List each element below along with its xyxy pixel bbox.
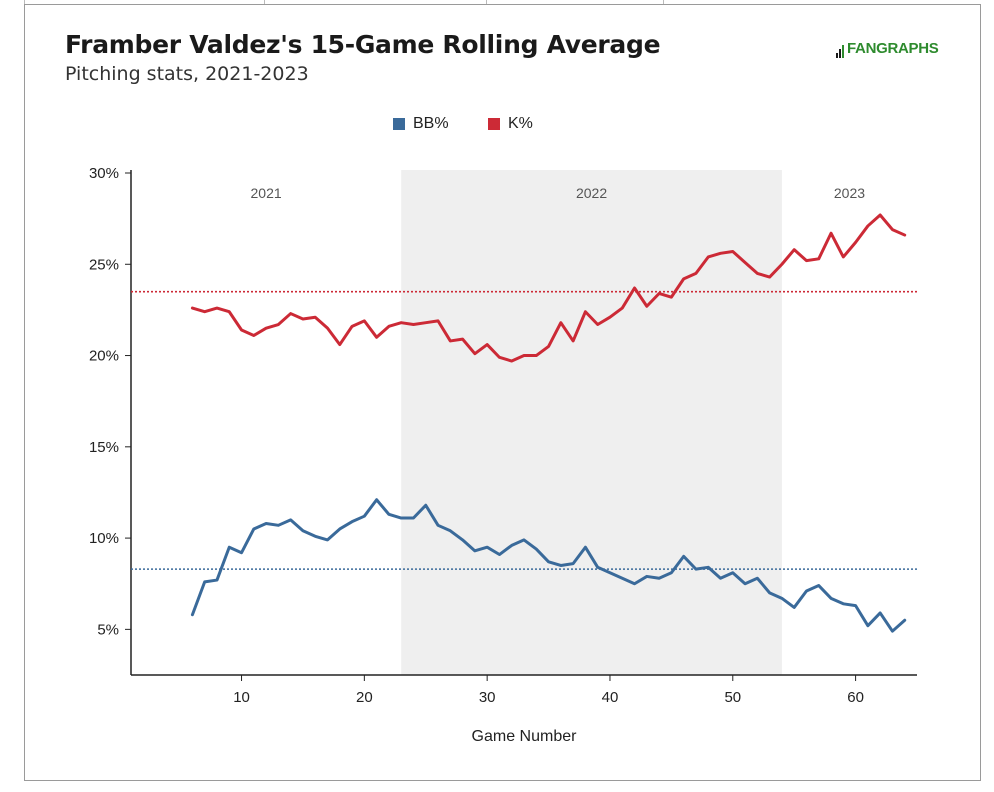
y-tick-label: 25% <box>89 256 119 273</box>
x-tick-label: 20 <box>356 689 373 706</box>
season-band-2022 <box>401 170 782 675</box>
legend-label-bb: BB% <box>413 115 449 132</box>
chart-subtitle: Pitching stats, 2021-2023 <box>65 63 309 85</box>
x-axis-label: Game Number <box>472 728 578 745</box>
fangraphs-logo: FANGRAPHS <box>836 40 939 58</box>
season-label-2023: 2023 <box>834 185 865 201</box>
x-tick-label: 60 <box>847 689 864 706</box>
x-tick-label: 30 <box>479 689 496 706</box>
chart-title: Framber Valdez's 15-Game Rolling Average <box>65 30 661 59</box>
season-label-2021: 2021 <box>251 185 282 201</box>
top-divider <box>24 0 25 4</box>
legend-item-bb: BB% <box>393 115 449 133</box>
legend-label-k: K% <box>508 115 533 132</box>
k-series-line <box>190 213 907 363</box>
top-divider <box>264 0 265 4</box>
logo-text: FANGRAPHS <box>847 40 939 57</box>
x-tick-label: 50 <box>724 689 741 706</box>
y-tick-label: 30% <box>89 165 119 182</box>
legend-swatch-bb <box>393 118 405 130</box>
legend-item-k: K% <box>488 115 533 133</box>
season-label-2022: 2022 <box>576 185 607 201</box>
x-tick-label: 40 <box>602 689 619 706</box>
bb-series-line <box>190 498 907 633</box>
y-tick-label: 5% <box>97 621 119 638</box>
y-tick-label: 10% <box>89 530 119 547</box>
top-divider <box>486 0 487 4</box>
fangraphs-logo-icon <box>836 41 846 58</box>
y-tick-label: 20% <box>89 348 119 365</box>
legend-swatch-k <box>488 118 500 130</box>
top-divider <box>663 0 664 4</box>
x-tick-label: 10 <box>233 689 250 706</box>
y-tick-label: 15% <box>89 439 119 456</box>
